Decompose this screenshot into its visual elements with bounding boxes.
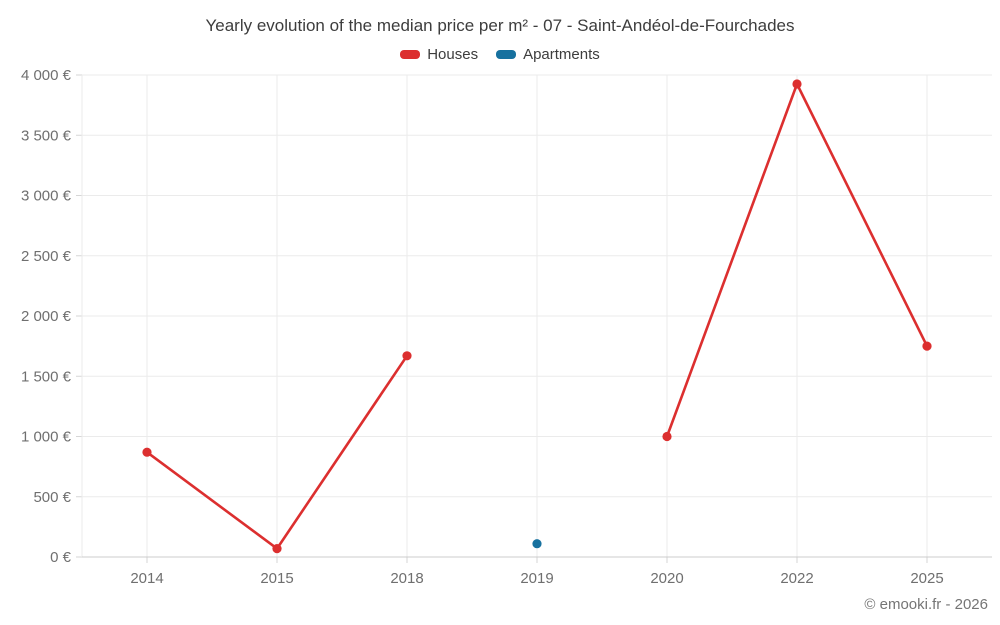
x-tick-label: 2025	[910, 570, 943, 587]
y-tick-label: 3 500 €	[21, 127, 72, 144]
y-tick-label: 1 500 €	[21, 368, 72, 385]
data-point-houses-2025[interactable]	[922, 341, 932, 351]
y-tick-label: 2 000 €	[21, 308, 72, 325]
data-point-houses-2022[interactable]	[792, 79, 802, 89]
apartments-series-swatch-icon	[496, 50, 517, 59]
legend-item-houses[interactable]: Houses	[400, 46, 478, 63]
chart-title: Yearly evolution of the median price per…	[205, 16, 795, 35]
data-point-houses-2018[interactable]	[402, 351, 412, 361]
y-tick-label: 4 000 €	[21, 67, 72, 84]
data-point-houses-2015[interactable]	[272, 544, 282, 554]
chart-legend: Houses Apartments	[0, 46, 1000, 63]
y-tick-label: 1 000 €	[21, 429, 72, 446]
x-tick-label: 2018	[390, 570, 423, 587]
data-point-apartments-2019[interactable]	[532, 539, 542, 549]
watermark-credit: © emooki.fr - 2026	[864, 596, 988, 613]
x-tick-label: 2019	[520, 570, 553, 587]
y-tick-label: 0 €	[50, 549, 72, 566]
data-point-houses-2020[interactable]	[662, 431, 672, 442]
x-tick-label: 2014	[130, 570, 163, 587]
y-tick-label: 2 500 €	[21, 248, 72, 265]
data-point-houses-2014[interactable]	[142, 447, 152, 457]
legend-item-apartments[interactable]: Apartments	[496, 46, 600, 63]
y-tick-label: 3 000 €	[21, 188, 72, 205]
legend-label-houses: Houses	[427, 46, 479, 63]
x-tick-label: 2015	[260, 570, 293, 587]
x-tick-label: 2020	[650, 570, 683, 587]
legend-label-apartments: Apartments	[523, 46, 600, 63]
houses-series-swatch-icon	[400, 50, 421, 59]
x-tick-label: 2022	[780, 570, 813, 587]
y-tick-label: 500 €	[33, 489, 71, 506]
